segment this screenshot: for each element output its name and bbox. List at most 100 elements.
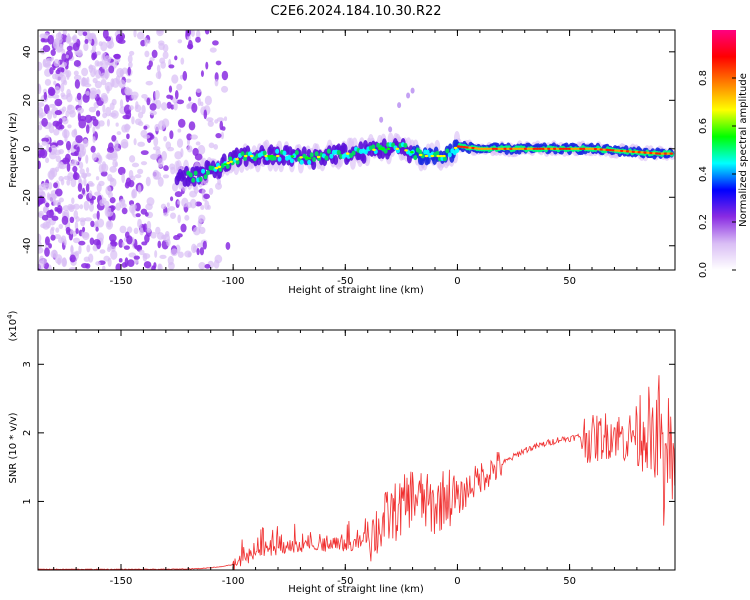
noise-blob [217,178,222,186]
noise-blob [91,45,97,52]
noise-blob [92,136,96,143]
noise-blob [85,183,90,193]
noise-blob [204,264,211,269]
ridge-mid [287,154,292,160]
noise-blob [185,30,192,37]
noise-blob [96,51,101,56]
noise-blob [79,204,84,210]
noise-blob [146,197,155,206]
ridge-mid [435,150,440,156]
noise-blob [134,245,142,250]
noise-blob [95,226,99,232]
noise-blob [95,261,101,266]
y-tick-label: -20 [22,189,33,205]
noise-blob [38,124,43,131]
noise-blob [54,98,63,107]
ridge-mid [425,149,430,155]
noise-blob [125,78,132,83]
ridge-core [305,156,309,160]
noise-blob [149,110,157,116]
ridge-mid [272,155,277,161]
noise-blob [135,101,139,110]
noise-blob [53,58,60,67]
noise-blob [77,30,84,37]
noise-blob [66,45,73,52]
noise-blob [53,80,57,86]
ridge-core [436,154,440,158]
noise-blob [220,131,225,140]
noise-blob [128,252,137,258]
noise-blob [159,254,167,259]
noise-blob [79,168,85,175]
noise-blob [64,134,68,143]
ridge-mid [277,156,282,162]
ridge-core [275,154,280,158]
ridge-core [267,154,271,158]
ridge-core [439,154,443,158]
ridge-core [520,147,525,150]
ridge-core [264,154,268,158]
noise-blob [202,240,207,250]
x-tick-label: -100 [222,576,245,587]
noise-blob [127,66,131,76]
noise-blob [50,144,58,155]
ridge-core [637,150,642,154]
y-tick-label: 2 [22,430,33,436]
ridge-core [643,151,647,154]
noise-blob [109,102,115,111]
noise-blob [113,147,121,152]
noise-blob [70,244,74,255]
noise-blob [118,79,126,89]
ridge-mid [243,156,248,162]
ridge-mid [282,150,287,156]
ridge-mid [418,149,423,155]
noise-blob [107,221,112,228]
noise-blob [168,85,173,93]
noise-blob [78,244,82,255]
noise-blob [65,35,72,44]
noise-blob [109,197,116,204]
ridge-core [235,158,239,161]
noise-blob [42,58,47,68]
noise-blob [54,234,62,239]
ridge-mid [188,172,193,178]
ridge-core [386,147,391,150]
noise-blob [116,131,122,136]
noise-blob [73,60,81,67]
noise-blob [50,234,56,241]
noise-blob [65,110,70,118]
noise-blob [169,196,174,202]
noise-blob [128,50,135,56]
noise-blob [60,67,65,73]
noise-blob [104,68,110,79]
ridge-core [622,149,627,153]
ridge-core [561,147,566,150]
noise-blob [65,140,72,151]
noise-blob [41,117,48,127]
ridge-mid [363,149,368,155]
ridge-mid [371,144,376,150]
noise-blob [134,118,142,126]
noise-blob [184,250,192,258]
noise-blob [66,179,71,186]
ridge-core [582,147,586,150]
noise-blob [51,193,58,200]
ridge-core [552,147,557,150]
noise-blob [212,40,219,46]
noise-blob [141,241,148,246]
noise-blob [137,111,144,119]
noise-blob [149,56,155,62]
noise-blob [111,134,117,142]
noise-blob [101,72,106,78]
ridge-core [541,147,545,150]
noise-blob [206,117,214,122]
noise-blob [39,148,48,159]
ridge-mid [193,170,198,176]
noise-blob [81,67,89,77]
noise-blob [38,102,45,108]
noise-blob [45,57,53,64]
noise-blob [58,223,64,230]
noise-blob [88,253,94,263]
noise-blob [177,200,181,205]
noise-blob [109,177,115,183]
